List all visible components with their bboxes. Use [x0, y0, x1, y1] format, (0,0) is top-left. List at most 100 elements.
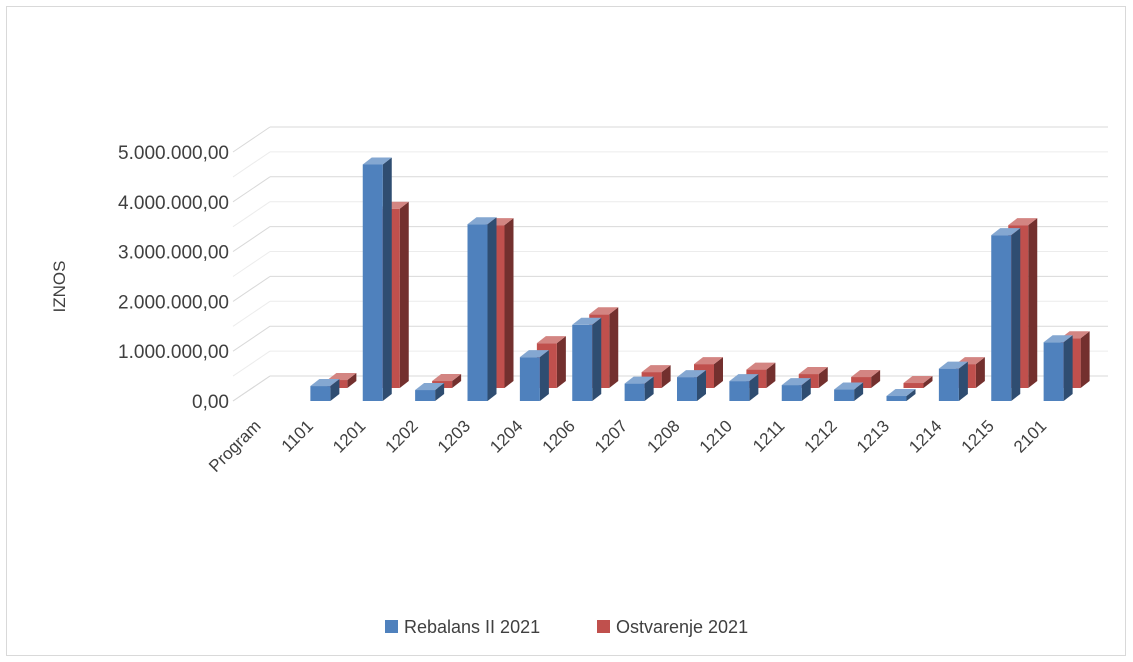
- bar-top: [746, 362, 776, 370]
- bar-top: [572, 317, 602, 325]
- bar-front: [903, 383, 924, 388]
- bar-1207-rebalans: [624, 376, 654, 401]
- bar-1215-rebalans: [991, 228, 1021, 401]
- bar-side: [592, 317, 602, 401]
- x-tick-label: 2101: [1010, 416, 1050, 456]
- bar-side: [854, 382, 864, 401]
- bar-top: [694, 357, 723, 365]
- y-tick-label: 0,00: [192, 392, 229, 413]
- bar-side: [609, 307, 619, 388]
- bar-1202-rebalans: [415, 383, 445, 401]
- y-axis-ticks: 0,00 1.000.000,00 2.000.000,00 3.000.000,00…: [118, 143, 229, 413]
- bar-side: [906, 389, 916, 401]
- x-tick-label: 1208: [643, 416, 683, 456]
- x-tick-label: 1215: [958, 416, 998, 456]
- bar-2101-rebalans: [1043, 335, 1073, 401]
- bar-side: [556, 336, 566, 388]
- bar-front: [519, 357, 540, 401]
- bar-side: [347, 373, 357, 388]
- gridline-side: [232, 325, 271, 352]
- legend-swatch: [385, 620, 398, 633]
- bar-front: [415, 390, 436, 401]
- bar-front: [677, 377, 697, 401]
- bar-1214-rebalans: [938, 361, 968, 401]
- bar-1203-rebalans: [467, 217, 497, 401]
- bar-1210-rebalans: [729, 374, 759, 401]
- bar-side: [382, 157, 392, 401]
- bar-side: [330, 379, 340, 401]
- bar-front: [572, 324, 593, 401]
- x-tick-label: 1212: [801, 416, 841, 456]
- bar-front: [310, 386, 331, 401]
- bar-front: [834, 389, 855, 401]
- bar-top: [327, 373, 357, 381]
- bar-top: [991, 228, 1021, 236]
- bar-front: [729, 381, 750, 401]
- bar-side: [958, 361, 968, 401]
- bar-side: [661, 365, 671, 388]
- bar-side: [487, 217, 497, 401]
- bar-side: [1011, 228, 1021, 401]
- y-tick-label: 3.000.000,00: [118, 243, 229, 264]
- bar-top: [519, 350, 549, 358]
- bar-top: [432, 374, 462, 382]
- x-tick-label: 1203: [434, 416, 474, 456]
- bar-side: [644, 376, 654, 401]
- y-tick-label: 5.000.000,00: [118, 143, 229, 164]
- bar-side: [818, 367, 828, 388]
- bar-side: [1080, 331, 1090, 388]
- y-axis-title: IZNOS: [50, 261, 69, 313]
- x-tick-label: 1206: [539, 416, 579, 456]
- gridline-side: [232, 151, 271, 178]
- bar-side: [452, 374, 462, 388]
- bar-top: [1008, 218, 1038, 226]
- legend-swatch: [597, 620, 610, 633]
- bar-1204-rebalans: [519, 350, 549, 401]
- bar-top: [938, 361, 968, 369]
- gridline-side: [232, 176, 271, 203]
- x-tick-label: 1210: [696, 416, 736, 456]
- legend: Rebalans II 2021 Ostvarenje 2021: [385, 617, 748, 637]
- legend-label: Ostvarenje 2021: [616, 617, 748, 637]
- gridline-side: [232, 300, 271, 327]
- bar-side: [975, 357, 985, 388]
- bar-side: [504, 218, 514, 388]
- x-tick-label: 1204: [486, 416, 526, 456]
- bars: [310, 157, 1090, 401]
- bar-front: [886, 396, 907, 401]
- bar-chart: 0,00 1.000.000,00 2.000.000,00 3.000.000,00…: [50, 126, 1108, 637]
- bar-side: [766, 362, 776, 388]
- bar-1213-rebalans: [886, 389, 916, 401]
- bar-top: [1043, 335, 1073, 343]
- bar-1212-rebalans: [834, 382, 864, 401]
- x-tick-label: 1211: [749, 416, 788, 455]
- bar-front: [624, 383, 645, 401]
- bar-1201-rebalans: [362, 157, 392, 401]
- bar-side: [749, 374, 759, 401]
- gridline-side: [232, 226, 271, 253]
- bar-side: [1063, 335, 1073, 401]
- bar-top: [641, 365, 671, 373]
- gridline-side: [232, 275, 271, 302]
- bar-side: [801, 378, 811, 401]
- x-tick-label: Program: [205, 416, 265, 476]
- bar-top: [851, 370, 881, 378]
- bar-side: [923, 376, 933, 388]
- bar-side: [1028, 218, 1038, 388]
- bar-front: [1043, 342, 1064, 401]
- bar-top: [886, 389, 916, 397]
- bar-side: [539, 350, 549, 401]
- y-tick-label: 4.000.000,00: [118, 193, 229, 214]
- bar-1211-rebalans: [781, 378, 811, 401]
- bar-front: [851, 377, 872, 388]
- bar-top: [677, 370, 706, 378]
- bar-top: [467, 217, 497, 225]
- x-tick-label: 1207: [591, 416, 631, 456]
- gridline-side: [232, 251, 271, 277]
- bar-top: [729, 374, 759, 382]
- legend-label: Rebalans II 2021: [404, 617, 540, 637]
- x-tick-label: 1213: [853, 416, 893, 456]
- bar-1206-rebalans: [572, 317, 602, 401]
- bar-side: [399, 201, 409, 388]
- bar-side: [871, 370, 881, 388]
